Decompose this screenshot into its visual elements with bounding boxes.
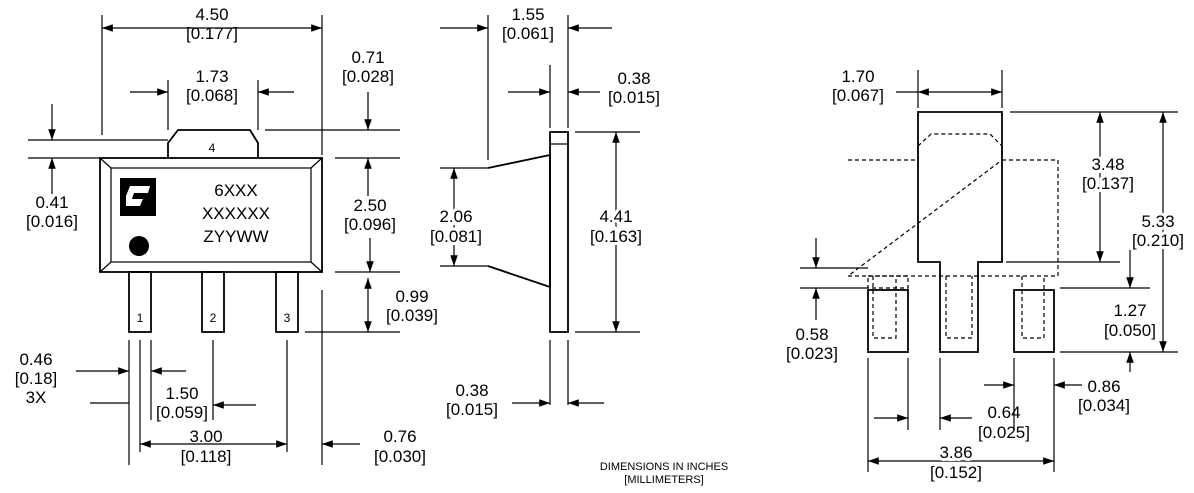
lead-width-mm: 0.46	[19, 350, 52, 369]
side-tab	[549, 131, 569, 333]
marking-line-3: ZYYWW	[203, 227, 268, 246]
lead-pad-1	[867, 289, 909, 353]
heat-tab	[167, 129, 259, 158]
package-outline	[846, 159, 1059, 277]
lead-pad-3	[1013, 289, 1055, 353]
pad-gap-in: [0.023]	[786, 344, 838, 363]
pitch-mm: 1.50	[165, 384, 198, 403]
pin-2-label: 2	[210, 311, 217, 325]
units-note-line-2: [MILLIMETERS]	[624, 474, 703, 486]
lead-1	[128, 271, 152, 333]
lead-3	[275, 271, 299, 333]
fp-overall-height-mm: 5.33	[1141, 212, 1174, 231]
side-view: 1.55 [0.061] 0.38 [0.015] 2.06 [0.081] 4…	[427, 5, 660, 419]
tab-width-in: [0.068]	[186, 86, 238, 105]
pad-spacing-mm: 0.64	[987, 403, 1020, 422]
side-overall-in: [0.163]	[590, 227, 642, 246]
bevel-line	[99, 261, 112, 273]
fp-overall-width-mm: 3.86	[939, 443, 972, 462]
gap-mm: 0.41	[35, 193, 68, 212]
pin-1-label: 1	[137, 311, 144, 325]
manufacturer-logo	[120, 178, 156, 216]
lead-thick-top-mm: 0.38	[617, 69, 650, 88]
lead-length-mm: 0.99	[395, 287, 428, 306]
body-bevel	[110, 167, 312, 263]
pad-spacing-in: [0.025]	[978, 423, 1030, 442]
bevel-line	[99, 157, 112, 169]
fp-overall-height-in: [0.210]	[1132, 231, 1184, 250]
side-body-in: [0.081]	[430, 227, 482, 246]
overall-width-mm: 4.50	[195, 5, 228, 24]
lead-pad-length-mm: 1.27	[1113, 301, 1146, 320]
fp-overall-width-in: [0.152]	[930, 463, 982, 482]
pin-3-label: 3	[284, 311, 291, 325]
tab-pad-height-in: [0.137]	[1082, 174, 1134, 193]
bevel-line	[310, 261, 323, 273]
overall-width-in: [0.177]	[186, 24, 238, 43]
marking-line-2: XXXXXX	[202, 204, 270, 223]
offset-in: [0.030]	[374, 447, 426, 466]
lead-thick-bottom-mm: 0.38	[455, 381, 488, 400]
tab-pad	[917, 111, 1003, 353]
lead-width-in: [0.18]	[15, 369, 58, 388]
pad-gap-mm: 0.58	[795, 325, 828, 344]
top-view: 4.50 [0.177] 1.73 [0.068] 0.71 [0.028] 0…	[15, 5, 438, 466]
span-in: [0.118]	[181, 447, 232, 466]
span-mm: 3.00	[189, 427, 222, 446]
marking-line-1: 6XXX	[214, 181, 257, 200]
body-height-mm: 2.50	[353, 196, 386, 215]
lead-pad-length-in: [0.050]	[1104, 321, 1156, 340]
tab-height-mm: 0.71	[351, 48, 384, 67]
lead-thick-bottom-in: [0.015]	[446, 400, 498, 419]
bevel-line	[310, 157, 323, 169]
tab-pad-width-in: [0.067]	[832, 86, 884, 105]
tab-pad-width-mm: 1.70	[841, 67, 874, 86]
tab-outline	[917, 133, 1003, 160]
side-body-mm: 2.06	[439, 207, 472, 226]
outline-step	[867, 275, 909, 289]
side-body	[487, 153, 551, 289]
offset-mm: 0.76	[383, 427, 416, 446]
side-overall-mm: 4.41	[599, 207, 632, 226]
thickness-mm: 1.55	[511, 5, 544, 24]
lead-pad-width-mm: 0.86	[1087, 377, 1120, 396]
tab-height-in: [0.028]	[342, 67, 394, 86]
pin-4-label: 4	[209, 141, 216, 155]
lead-length-in: [0.039]	[386, 306, 438, 325]
lead-pad-width-in: [0.034]	[1078, 396, 1130, 415]
body-height-in: [0.096]	[344, 215, 396, 234]
lead-width-qty: 3X	[26, 388, 47, 407]
units-note-line-1: DIMENSIONS IN INCHES	[600, 461, 728, 473]
tab-pad-height-mm: 3.48	[1091, 155, 1124, 174]
lead-2	[201, 271, 225, 333]
lead-outlines	[872, 276, 1045, 339]
pin1-dot	[129, 236, 149, 256]
footprint-view: 1.70 [0.067] 3.48 [0.137] 5.33 [0.210] 0…	[786, 67, 1187, 482]
thickness-in: [0.061]	[502, 24, 554, 43]
tab-width-mm: 1.73	[195, 67, 228, 86]
gap-in: [0.016]	[26, 212, 78, 231]
lead-thick-top-in: [0.015]	[608, 88, 660, 107]
pitch-in: [0.059]	[156, 403, 208, 422]
